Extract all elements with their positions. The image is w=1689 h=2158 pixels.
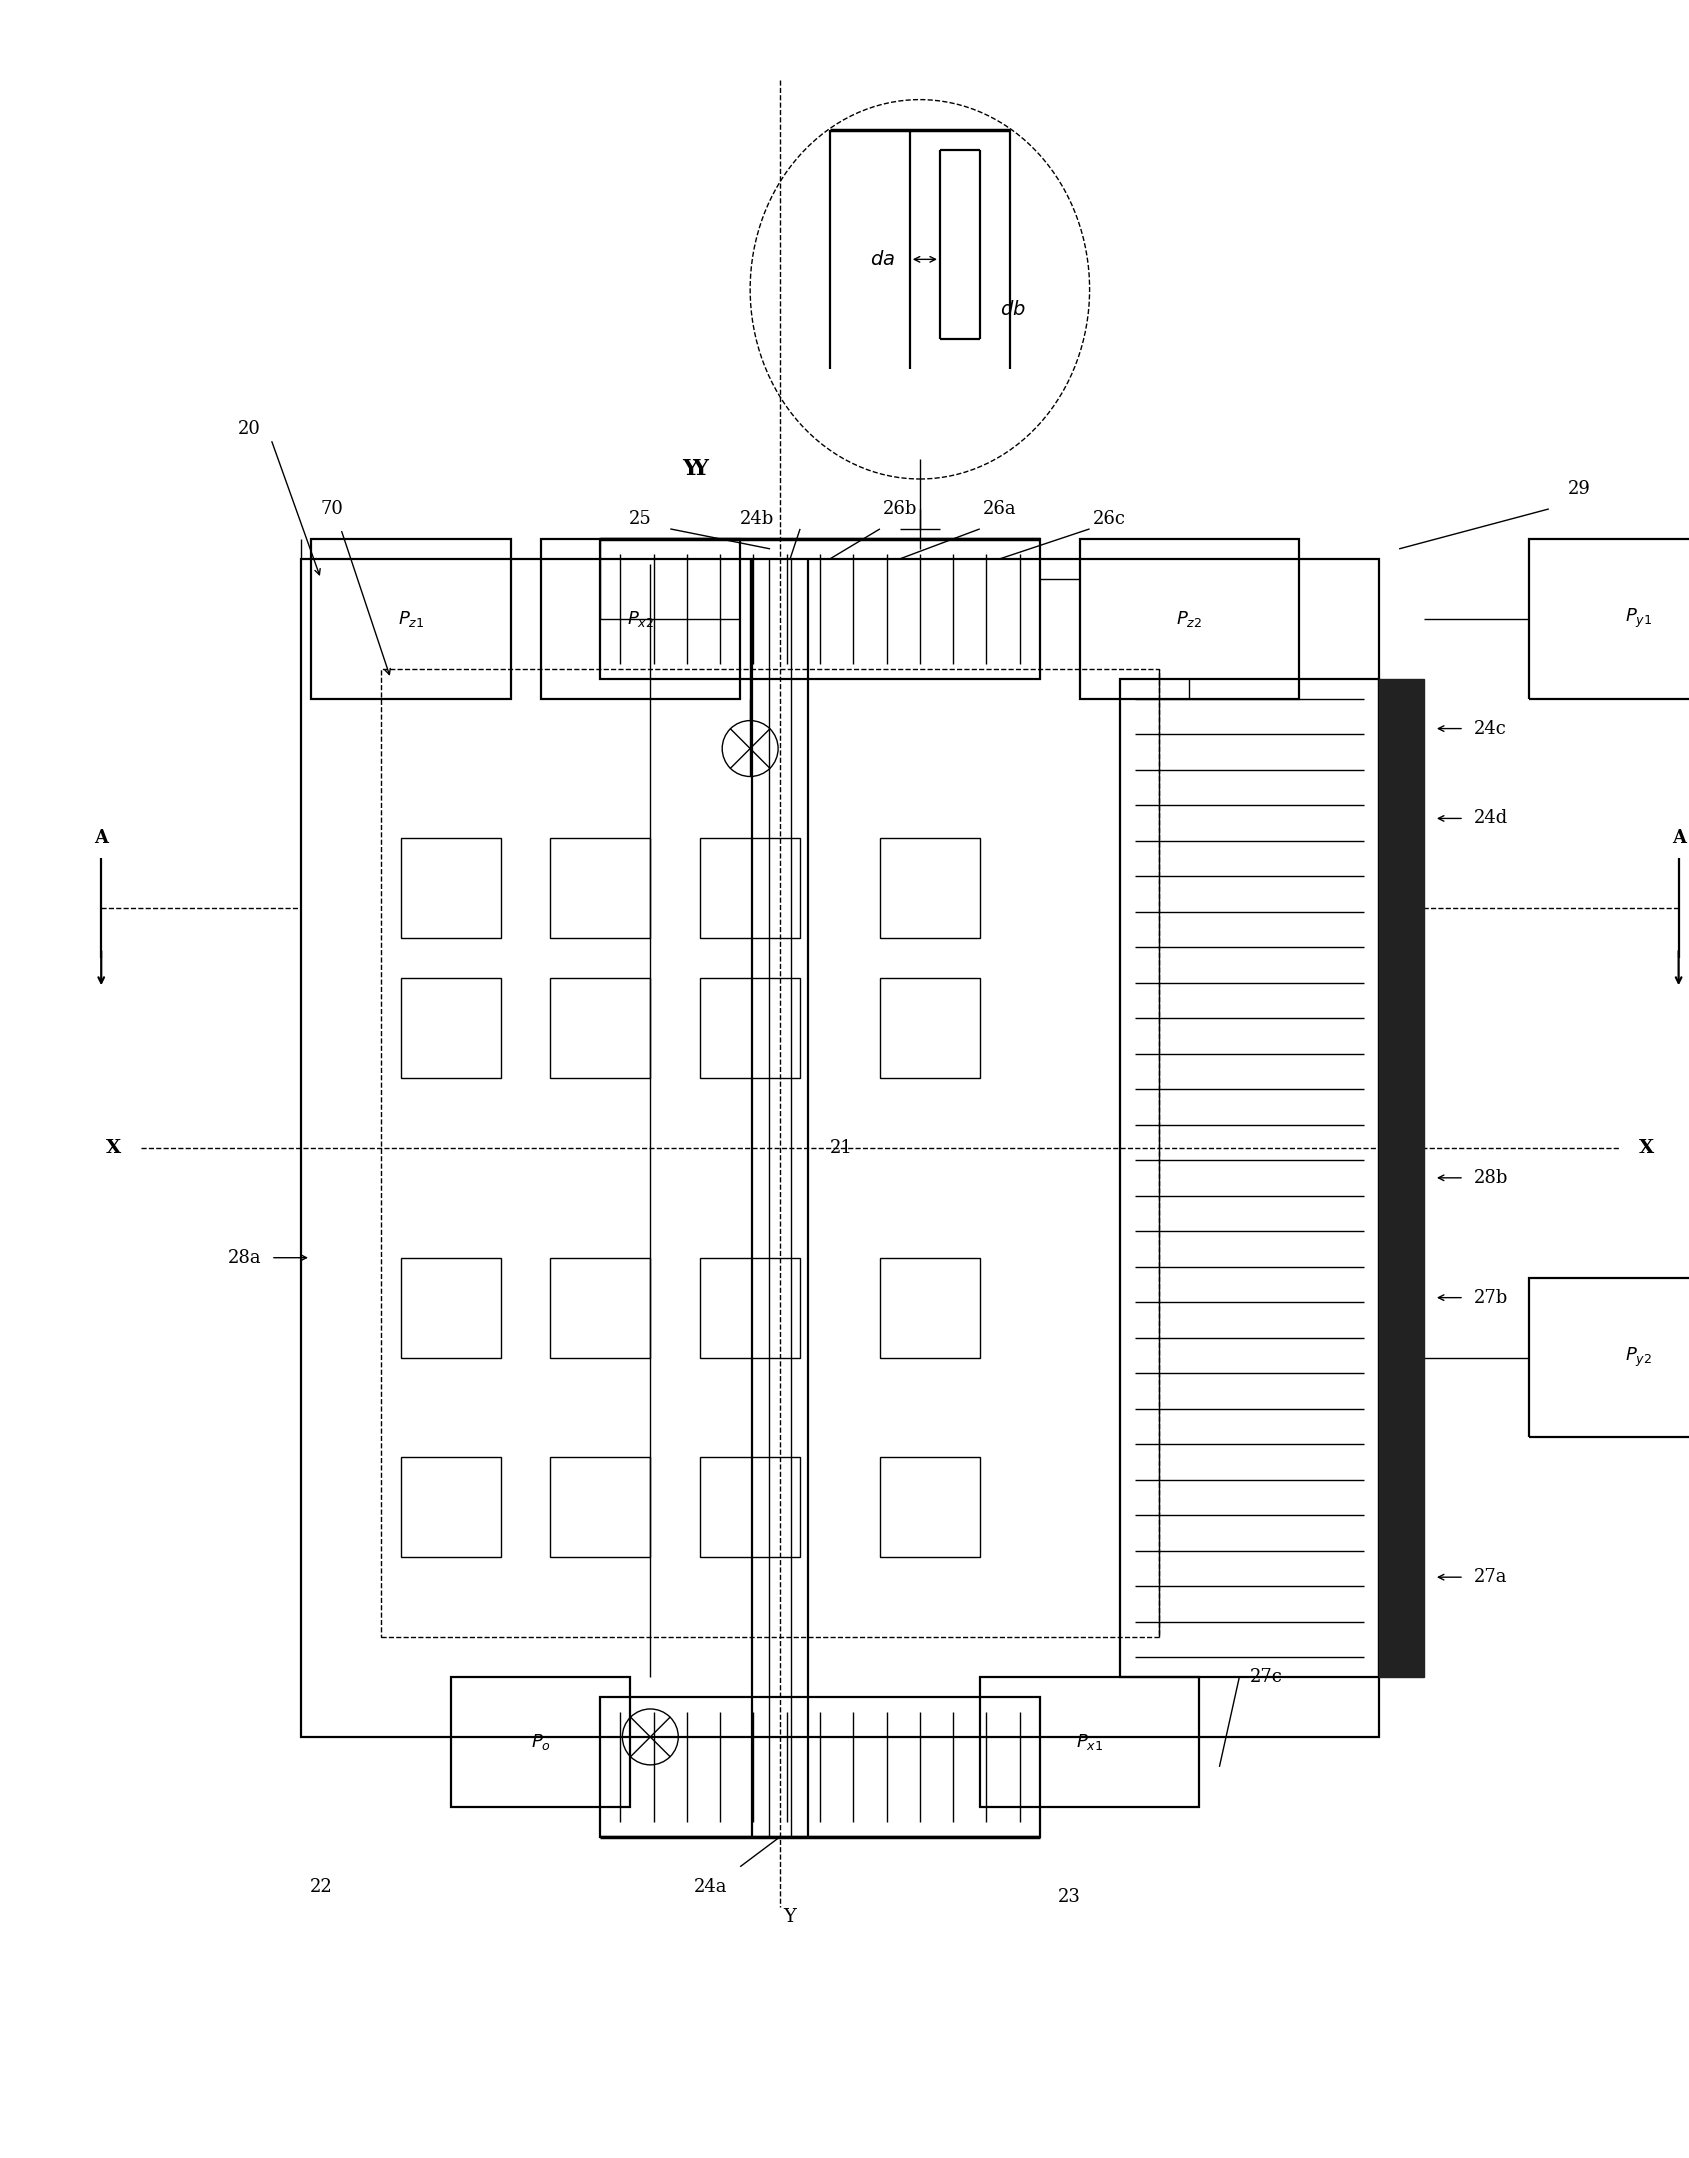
Bar [699,839,799,939]
Bar [699,1457,799,1558]
Bar [400,1258,500,1357]
Text: 23: 23 [1057,1888,1081,1906]
Bar [880,1457,980,1558]
Bar [301,559,1378,1737]
Text: $P_o$: $P_o$ [530,1733,551,1752]
Text: $P_{z1}$: $P_{z1}$ [397,609,424,628]
Text: 21: 21 [829,1139,853,1157]
Bar [540,540,740,699]
Text: $db$: $db$ [1000,300,1025,319]
Text: 27b: 27b [1473,1288,1507,1306]
Text: 20: 20 [238,421,260,438]
Text: A: A [1670,829,1684,848]
Text: 27c: 27c [1248,1668,1282,1685]
Text: 26b: 26b [882,501,917,518]
Bar [600,540,1039,678]
Bar [451,1677,630,1806]
Text: 26c: 26c [1093,509,1125,529]
Bar [400,839,500,939]
Text: X: X [106,1139,122,1157]
Text: $P_{y2}$: $P_{y2}$ [1625,1347,1652,1368]
Text: 24d: 24d [1473,809,1507,827]
Text: $P_{x1}$: $P_{x1}$ [1076,1733,1103,1752]
Bar [1378,678,1424,1677]
Bar [699,978,799,1079]
Bar [1118,678,1378,1677]
Bar [880,1258,980,1357]
Bar [980,1677,1199,1806]
Bar [551,978,650,1079]
Bar [600,1696,1039,1836]
Bar [551,1457,650,1558]
Bar [1079,540,1299,699]
Text: 24c: 24c [1473,719,1507,738]
Bar [880,839,980,939]
Bar [1529,540,1689,699]
Text: 24a: 24a [692,1877,726,1895]
Bar [380,669,1159,1638]
Text: $da$: $da$ [870,250,895,270]
Text: Y: Y [692,457,708,479]
Bar [311,540,510,699]
Text: $P_{y1}$: $P_{y1}$ [1625,606,1652,630]
Text: A: A [95,829,108,848]
Bar [400,978,500,1079]
Text: X: X [1638,1139,1654,1157]
Text: Y: Y [682,457,698,479]
Bar [1529,1278,1689,1437]
Text: 28a: 28a [228,1249,260,1267]
Text: 27a: 27a [1473,1569,1507,1586]
Text: 24b: 24b [740,509,774,529]
Bar [551,1258,650,1357]
Text: 29: 29 [1566,479,1589,498]
Text: $P_{z2}$: $P_{z2}$ [1176,609,1203,628]
Text: 22: 22 [309,1877,333,1895]
Text: 25: 25 [628,509,652,529]
Bar [551,839,650,939]
Bar [400,1457,500,1558]
Text: 26a: 26a [983,501,1017,518]
Text: Y: Y [784,1908,796,1925]
Text: $P_{x2}$: $P_{x2}$ [627,609,654,628]
Bar [880,978,980,1079]
Bar [699,1258,799,1357]
Text: 28b: 28b [1473,1170,1508,1187]
Text: 70: 70 [321,501,343,518]
